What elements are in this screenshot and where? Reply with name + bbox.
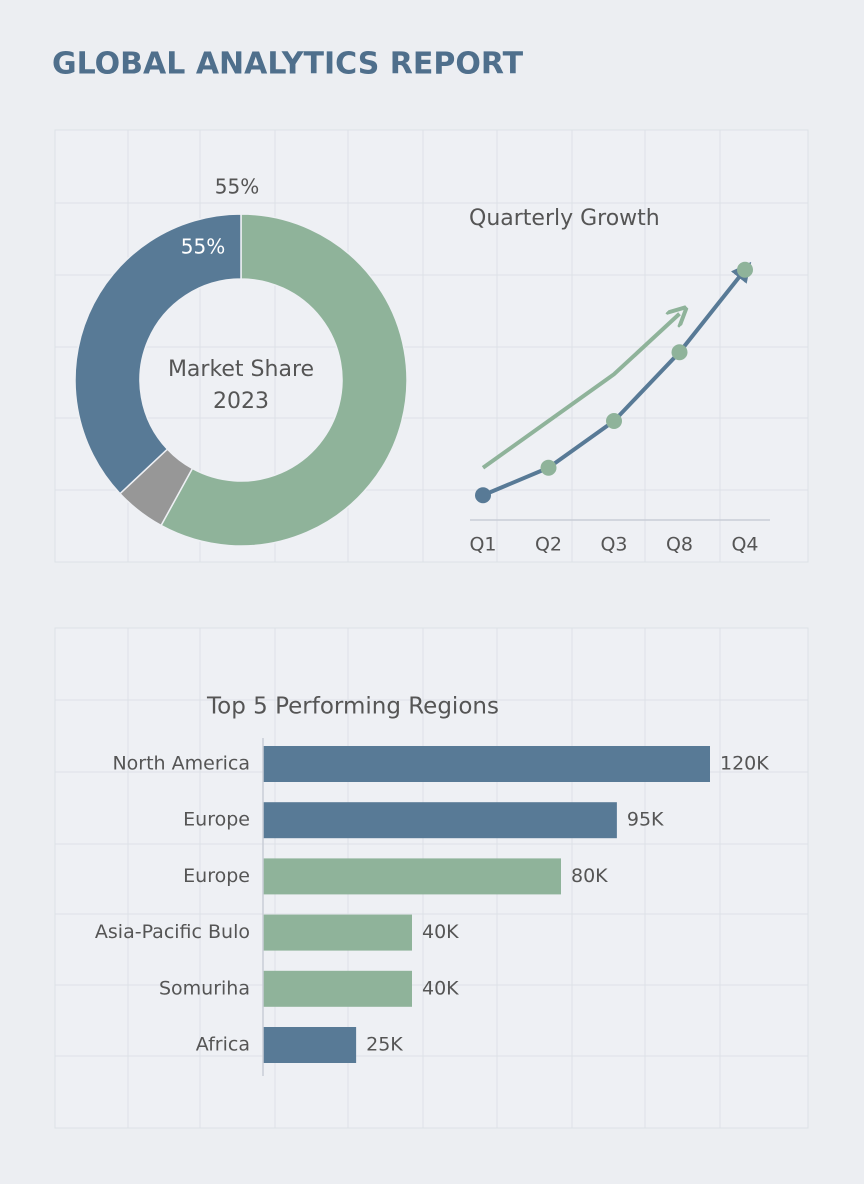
donut-center-label: Market Share 2023 (167, 357, 315, 414)
series-marker (737, 261, 753, 278)
bar (263, 914, 412, 951)
x-tick-label: Q3 (600, 534, 627, 556)
donut-annotation: 55% (181, 235, 225, 259)
x-tick-label: Q1 (469, 534, 496, 556)
bar (263, 802, 617, 839)
value-label: 120K (720, 753, 769, 775)
donut-segment (74, 213, 242, 495)
y-tick-label: Asia-Pacific Bulo (95, 921, 250, 943)
x-tick-label: Q4 (731, 534, 758, 556)
y-tick-label: Africa (196, 1034, 250, 1056)
bar (263, 746, 710, 782)
series-marker (475, 487, 491, 504)
y-tick-label: Europe (183, 809, 250, 831)
series-marker (671, 344, 688, 361)
x-tick-label: Q2 (535, 534, 562, 556)
series-line (481, 314, 680, 470)
value-label: 40K (422, 921, 459, 943)
line-chart-title: Quarterly Growth (469, 206, 660, 231)
bar-chart-title: Top 5 Performing Regions (206, 694, 499, 720)
y-tick-label: North America (112, 753, 250, 775)
bar (263, 1027, 357, 1063)
report-title: GLOBAL ANALYTICS REPORT (52, 47, 524, 82)
bar (263, 858, 561, 895)
y-tick-label: Europe (183, 865, 250, 887)
value-label: 95K (627, 809, 664, 831)
value-label: 40K (422, 977, 459, 999)
series-marker (606, 413, 622, 429)
bar (263, 970, 412, 1007)
donut-segment (160, 213, 408, 547)
x-tick-label: Q8 (666, 534, 693, 556)
value-label: 25K (366, 1034, 403, 1056)
y-tick-label: Somuriha (159, 977, 250, 999)
value-label: 80K (571, 865, 608, 887)
series-marker (540, 459, 557, 476)
donut-annotation: 55% (215, 175, 259, 199)
